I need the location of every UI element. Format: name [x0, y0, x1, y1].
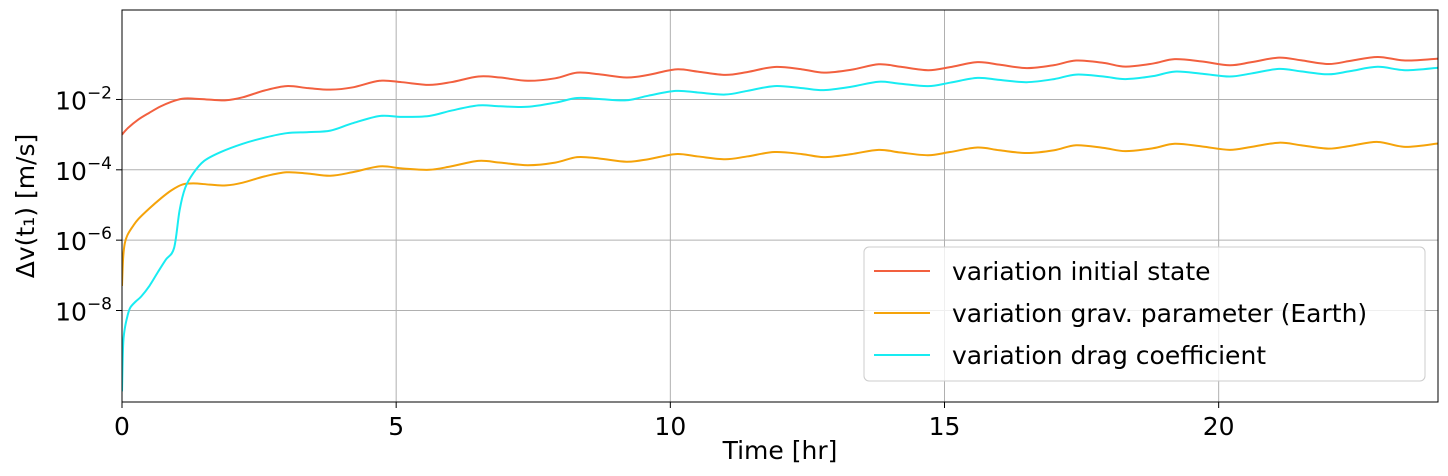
series-line-variation-drag-coefficient [122, 65, 1438, 392]
legend-label-variation-grav-parameter-earth: variation grav. parameter (Earth) [952, 299, 1367, 328]
legend-box [863, 246, 1426, 382]
series-line-variation-grav-parameter-earth [122, 140, 1438, 286]
x-axis-label: Time [hr] [722, 436, 838, 465]
y-tick-label: 10−6 [55, 224, 112, 256]
y-tick-label: 10−2 [55, 83, 112, 115]
x-tick-label: 0 [114, 412, 130, 441]
series-layer [122, 55, 1438, 392]
y-tick-label: 10−4 [55, 154, 112, 186]
series-line-variation-initial-state [122, 55, 1438, 136]
x-tick-label: 10 [654, 412, 686, 441]
x-tick-label: 5 [388, 412, 404, 441]
x-tick-label: 20 [1203, 412, 1235, 441]
ticks: 0 5 10 15 20 10−8 10−6 10−4 10−2 [55, 83, 1234, 441]
plot-frame [121, 9, 1439, 403]
x-tick-label: 15 [929, 412, 961, 441]
legend-label-variation-initial-state: variation initial state [952, 257, 1211, 286]
y-tick-label: 10−8 [55, 294, 112, 326]
y-axis-label: Δv(t₁) [m/s] [11, 134, 40, 278]
legend-label-variation-drag-coefficient: variation drag coefficient [952, 341, 1266, 370]
legend: variation initial state variation grav. p… [863, 246, 1426, 382]
